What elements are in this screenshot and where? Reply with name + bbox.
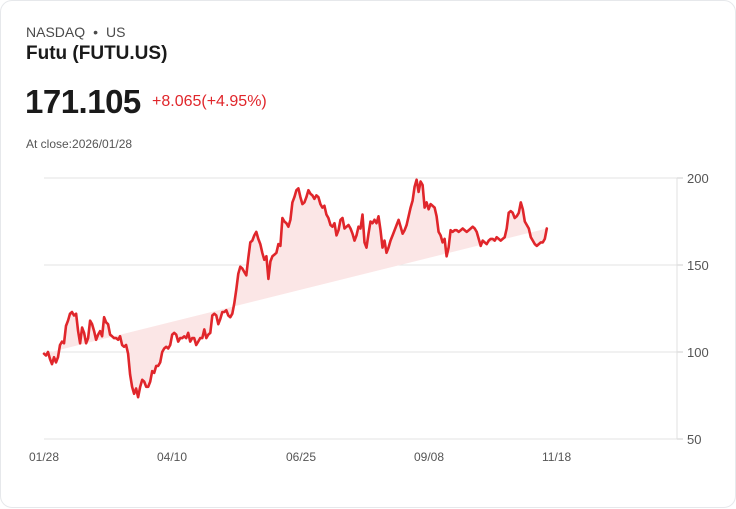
stock-title: Futu (FUTU.US) [26, 43, 168, 64]
close-date: At close:2026/01/28 [26, 137, 133, 151]
price-area-fill [44, 179, 547, 398]
chart-gridlines [44, 177, 683, 440]
x-tick-label: 09/08 [414, 450, 444, 464]
x-tick-label: 04/10 [157, 450, 187, 464]
x-tick-label: 01/28 [29, 450, 59, 464]
current-price: 171.105 [25, 83, 141, 120]
y-tick-label: 200 [687, 171, 709, 186]
y-tick-label: 50 [687, 432, 701, 447]
y-tick-label: 150 [687, 258, 709, 273]
price-line [42, 178, 549, 399]
x-tick-label: 11/18 [542, 450, 571, 464]
price-change: +8.065(+4.95%) [152, 93, 267, 110]
market-name: US [106, 24, 126, 40]
x-axis-labels: 01/28 04/10 06/25 09/08 11/18 [29, 450, 571, 464]
exchange-name: NASDAQ [26, 24, 86, 40]
y-tick-label: 100 [687, 345, 709, 360]
y-axis-labels: 200 150 100 50 [687, 171, 709, 447]
x-tick-label: 06/25 [286, 450, 316, 464]
exchange-line: NASDAQ • US [26, 24, 125, 40]
separator-dot: • [93, 24, 99, 40]
